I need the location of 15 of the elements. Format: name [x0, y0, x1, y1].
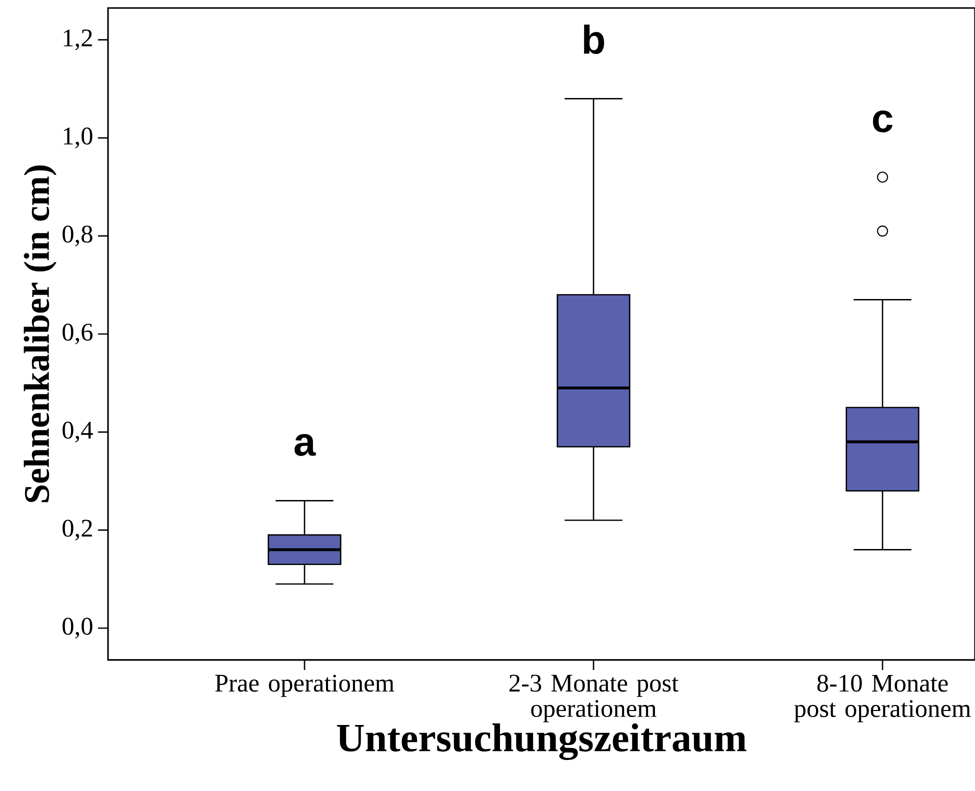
- annotation: b: [584, 24, 604, 54]
- y-tick-label: 0,6: [62, 324, 93, 344]
- x-tick-label: 8-10 Monate post operationem: [794, 674, 971, 722]
- x-tick-label: Prae operationem: [215, 674, 394, 697]
- y-tick-label: 0,8: [62, 226, 92, 246]
- y-tick-label: 0,2: [62, 520, 92, 540]
- annotation: a: [294, 434, 316, 456]
- y-tick-label: 1,2: [64, 30, 92, 50]
- y-tick-label: 0,0: [62, 618, 92, 638]
- y-axis-title: Sehnenkaliber (in cm): [24, 166, 56, 502]
- x-tick-label: 2-3 Monate post operationem: [509, 674, 678, 722]
- y-tick-label: 0,4: [62, 422, 93, 442]
- x-axis-title: Untersuchungszeitraum: [336, 723, 746, 760]
- annotation: c: [872, 110, 892, 132]
- y-tick-label: 1,0: [64, 128, 92, 148]
